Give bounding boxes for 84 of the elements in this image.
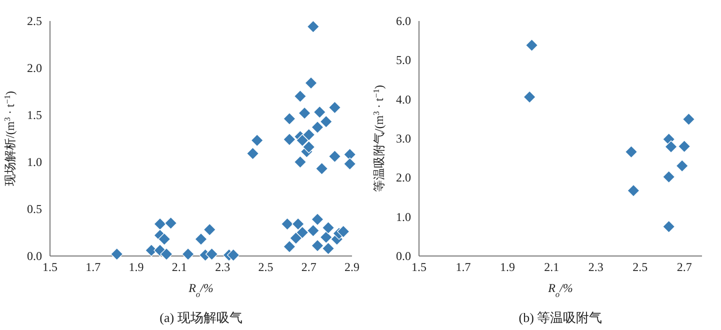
y-tick-label: 0.5 [27, 202, 42, 216]
text: (b) 等温吸附气 [518, 310, 602, 325]
point [311, 239, 324, 252]
y-tick-label: 1.5 [27, 108, 42, 122]
y-tick-label: 2.5 [27, 14, 42, 28]
point [337, 225, 350, 238]
point [313, 106, 326, 119]
point [320, 230, 332, 244]
y-tick-label: 0.0 [396, 249, 411, 263]
point [678, 140, 691, 153]
x-tick-label: 2.3 [588, 260, 604, 274]
x-tick-label: 2.5 [632, 260, 648, 274]
point [311, 212, 324, 226]
y-tick-label: 3.0 [396, 132, 411, 146]
point [158, 232, 171, 246]
point [294, 90, 307, 103]
text: (a) 现场解吸气 [160, 310, 242, 325]
point [227, 248, 240, 262]
y-tick-label: 5.0 [396, 53, 411, 68]
y-tick-label: 6.0 [396, 14, 411, 28]
point [311, 120, 324, 134]
point [322, 242, 335, 255]
point [110, 248, 124, 260]
x-tick-label: 2.5 [258, 260, 274, 274]
x-axis-title: R$_{o}$/% [547, 281, 573, 298]
point [306, 20, 320, 33]
point [320, 115, 332, 128]
point [676, 160, 688, 172]
point [662, 220, 676, 233]
point [315, 162, 328, 175]
point [624, 145, 638, 158]
x-tick-label: 2.1 [172, 260, 187, 274]
point [154, 218, 166, 230]
y-tick-label: 2.0 [396, 170, 411, 185]
point [280, 218, 294, 230]
point [664, 140, 678, 154]
point [298, 106, 311, 120]
point [290, 232, 302, 244]
x-tick-label: 1.9 [128, 260, 144, 274]
y-tick-label: 1.0 [396, 210, 411, 224]
point [523, 90, 536, 104]
point [283, 133, 296, 146]
x-tick-label: 1.7 [86, 260, 101, 274]
point [194, 232, 208, 246]
point [525, 38, 538, 52]
x-tick-label: 2.1 [544, 260, 560, 274]
x-tick-label: 2.3 [215, 260, 230, 274]
point [328, 150, 342, 163]
point [205, 248, 218, 260]
point [328, 101, 342, 114]
point [322, 221, 335, 234]
y-tick-label: 0.0 [27, 249, 42, 263]
x-tick-label: 2.7 [301, 260, 316, 274]
point [160, 248, 173, 260]
point [246, 147, 260, 160]
point [302, 140, 316, 154]
point [250, 134, 264, 147]
point [203, 223, 216, 236]
point [343, 148, 356, 161]
point [343, 158, 356, 170]
point [292, 218, 304, 230]
point [662, 170, 676, 184]
point [306, 224, 320, 237]
point [283, 112, 296, 126]
y-tick-label: 2.0 [27, 61, 42, 75]
point [182, 248, 194, 260]
x-tick-label: 1.5 [412, 260, 426, 274]
y-tick-label: 4.0 [396, 92, 411, 106]
x-tick-label: 1.5 [42, 260, 58, 274]
x-tick-label: 1.9 [500, 260, 515, 274]
point [283, 240, 296, 253]
point [294, 156, 307, 168]
x-tick-label: 1.7 [456, 260, 471, 274]
point [682, 112, 696, 126]
point [302, 128, 316, 142]
point [296, 226, 309, 239]
point [164, 216, 178, 230]
x-tick-label: 2.9 [344, 260, 360, 274]
y-tick-label: 1.0 [27, 155, 42, 169]
x-axis-title: R$_{o}$/% [188, 281, 214, 298]
x-tick-label: 2.7 [676, 260, 692, 274]
point [304, 76, 318, 90]
point [627, 184, 640, 197]
point [296, 134, 309, 147]
